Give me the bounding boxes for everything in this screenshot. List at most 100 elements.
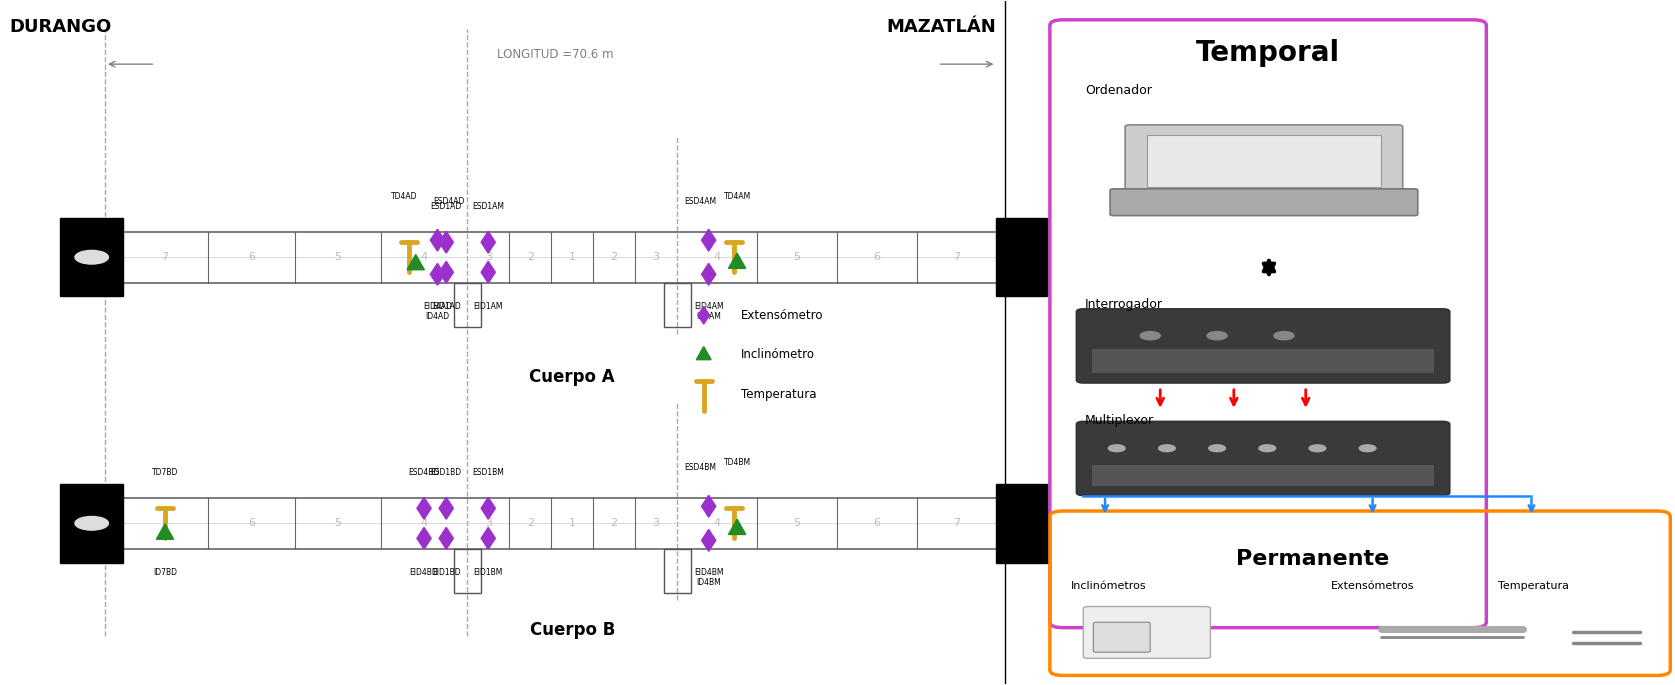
Text: EID4BM: EID4BM bbox=[693, 568, 724, 577]
Text: Cuerpo B: Cuerpo B bbox=[529, 621, 615, 638]
Text: EID1BD: EID1BD bbox=[432, 568, 461, 577]
Bar bbox=[1092, 465, 1434, 486]
Text: TD7BD: TD7BD bbox=[152, 468, 178, 477]
Text: EID1AM: EID1AM bbox=[474, 301, 502, 310]
Polygon shape bbox=[481, 232, 496, 253]
Polygon shape bbox=[417, 527, 430, 549]
Text: 4: 4 bbox=[714, 252, 720, 262]
Circle shape bbox=[1209, 445, 1226, 451]
Text: TD4BM: TD4BM bbox=[724, 458, 750, 467]
Text: Inclinómetros: Inclinómetros bbox=[1070, 581, 1146, 590]
Text: 5: 5 bbox=[335, 252, 342, 262]
Text: 4: 4 bbox=[714, 519, 720, 528]
Text: Cuerpo A: Cuerpo A bbox=[529, 368, 615, 386]
Polygon shape bbox=[702, 263, 715, 285]
Circle shape bbox=[1208, 332, 1228, 340]
Polygon shape bbox=[697, 347, 712, 360]
Text: DURANGO: DURANGO bbox=[10, 18, 112, 36]
Text: Temperatura: Temperatura bbox=[740, 388, 816, 401]
Polygon shape bbox=[430, 263, 444, 285]
Text: Temperatura: Temperatura bbox=[1497, 581, 1569, 590]
Text: 7: 7 bbox=[953, 519, 960, 528]
Text: 7: 7 bbox=[953, 252, 960, 262]
Text: 7: 7 bbox=[161, 252, 169, 262]
Bar bbox=[997, 218, 1047, 297]
Text: ESD4BD: ESD4BD bbox=[409, 468, 441, 477]
Polygon shape bbox=[702, 530, 715, 551]
Text: 7: 7 bbox=[161, 519, 169, 528]
Text: 5: 5 bbox=[794, 519, 801, 528]
Bar bbox=[1147, 134, 1380, 187]
Text: ESD1AM: ESD1AM bbox=[472, 202, 504, 211]
Text: Permanente: Permanente bbox=[1236, 549, 1389, 569]
Circle shape bbox=[1141, 332, 1161, 340]
Text: EID4AD: EID4AD bbox=[424, 301, 452, 310]
Text: 5: 5 bbox=[794, 252, 801, 262]
Polygon shape bbox=[439, 497, 454, 519]
Text: 6: 6 bbox=[248, 252, 255, 262]
Polygon shape bbox=[430, 229, 444, 251]
Text: LONGITUD =70.6 m: LONGITUD =70.6 m bbox=[497, 48, 613, 61]
Text: 4: 4 bbox=[420, 519, 427, 528]
Text: Multiplexor: Multiplexor bbox=[1085, 414, 1154, 427]
Polygon shape bbox=[698, 306, 710, 324]
Text: EID4BD: EID4BD bbox=[410, 568, 439, 577]
Text: 6: 6 bbox=[873, 519, 879, 528]
Text: ESD1BM: ESD1BM bbox=[472, 468, 504, 477]
Text: 1: 1 bbox=[570, 252, 576, 262]
Text: 2: 2 bbox=[611, 252, 618, 262]
FancyBboxPatch shape bbox=[1126, 125, 1402, 195]
Circle shape bbox=[1109, 445, 1126, 451]
Text: EID4AM: EID4AM bbox=[693, 301, 724, 310]
Text: 3: 3 bbox=[653, 252, 660, 262]
Bar bbox=[1092, 349, 1434, 373]
Text: TD4AM: TD4AM bbox=[724, 192, 750, 201]
Text: 4: 4 bbox=[420, 252, 427, 262]
Text: ESD1AD: ESD1AD bbox=[430, 202, 462, 211]
Text: ID4AM: ID4AM bbox=[697, 312, 722, 321]
Circle shape bbox=[1275, 332, 1295, 340]
Bar bbox=[997, 484, 1047, 562]
Bar bbox=[60, 218, 124, 297]
Text: ESD4AM: ESD4AM bbox=[685, 197, 717, 206]
Circle shape bbox=[1260, 445, 1276, 451]
Bar bbox=[663, 283, 690, 327]
Polygon shape bbox=[702, 229, 715, 251]
FancyBboxPatch shape bbox=[1111, 189, 1417, 216]
Text: Extensómetros: Extensómetros bbox=[1332, 581, 1414, 590]
Text: 6: 6 bbox=[873, 252, 879, 262]
Circle shape bbox=[1358, 445, 1375, 451]
Text: 2: 2 bbox=[611, 519, 618, 528]
Text: ESD4BM: ESD4BM bbox=[685, 463, 717, 472]
FancyBboxPatch shape bbox=[1084, 606, 1211, 658]
Text: Inclinómetro: Inclinómetro bbox=[740, 348, 814, 361]
Text: Ordenador: Ordenador bbox=[1085, 84, 1152, 97]
Text: MAZATLÁN: MAZATLÁN bbox=[886, 18, 997, 36]
Circle shape bbox=[75, 251, 109, 264]
Bar bbox=[60, 484, 124, 562]
Bar bbox=[663, 549, 690, 593]
Text: EID1AD: EID1AD bbox=[432, 301, 461, 310]
Polygon shape bbox=[729, 253, 745, 269]
Bar bbox=[454, 283, 481, 327]
Text: Extensómetro: Extensómetro bbox=[740, 309, 822, 322]
Text: Temporal: Temporal bbox=[1196, 39, 1340, 67]
FancyBboxPatch shape bbox=[1077, 309, 1449, 383]
Text: 5: 5 bbox=[335, 519, 342, 528]
Text: TD4AD: TD4AD bbox=[390, 192, 417, 201]
Polygon shape bbox=[729, 519, 745, 534]
Polygon shape bbox=[481, 497, 496, 519]
Text: 2: 2 bbox=[526, 252, 534, 262]
Circle shape bbox=[1159, 445, 1176, 451]
Text: 3: 3 bbox=[484, 252, 492, 262]
Text: ID4AD: ID4AD bbox=[425, 312, 449, 321]
Polygon shape bbox=[439, 232, 454, 253]
Polygon shape bbox=[407, 255, 424, 270]
FancyBboxPatch shape bbox=[1077, 422, 1449, 495]
Text: 6: 6 bbox=[248, 519, 255, 528]
Polygon shape bbox=[417, 497, 430, 519]
Polygon shape bbox=[481, 527, 496, 549]
Text: 1: 1 bbox=[570, 519, 576, 528]
FancyBboxPatch shape bbox=[1094, 622, 1151, 652]
Text: ID4BM: ID4BM bbox=[697, 578, 720, 587]
